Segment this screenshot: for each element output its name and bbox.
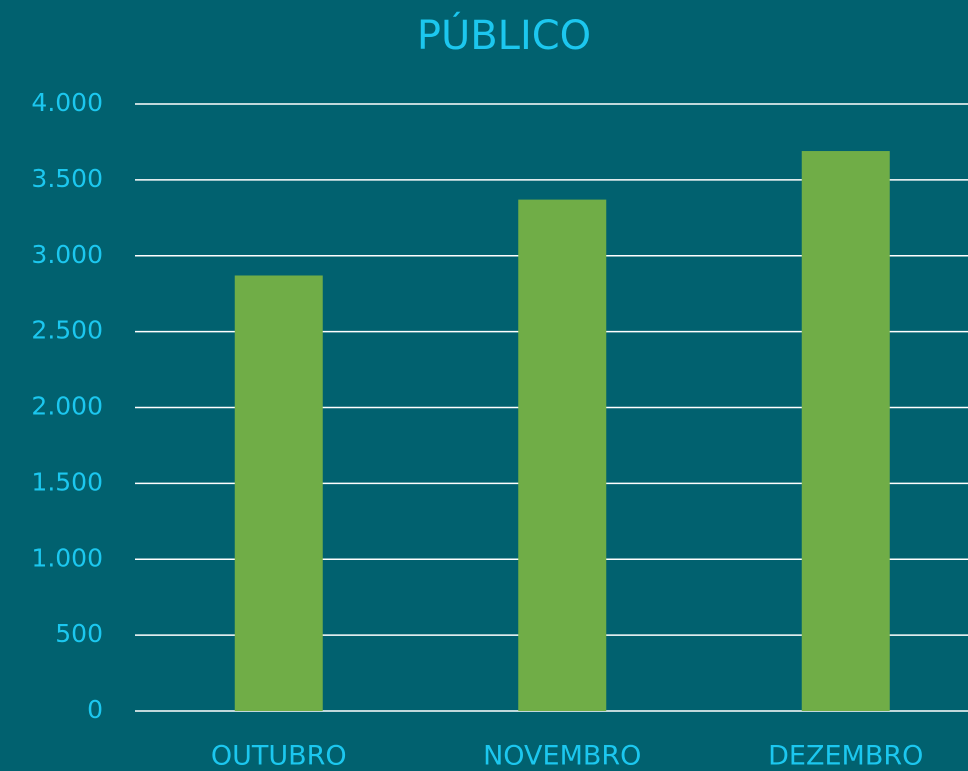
y-tick-label: 3.500: [31, 164, 103, 193]
bar: [234, 275, 323, 711]
bar: [518, 199, 607, 712]
y-tick-label: 2.500: [31, 316, 103, 345]
y-tick-label: 0: [87, 695, 103, 724]
y-tick-label: 2.000: [31, 392, 103, 421]
bar: [801, 151, 890, 712]
x-tick-label: OUTUBRO: [211, 741, 347, 771]
y-tick-label: 3.000: [31, 240, 103, 269]
x-tick-label: DEZEMBRO: [768, 741, 923, 771]
chart-title: PÚBLICO: [417, 11, 591, 59]
y-tick-label: 4.000: [31, 88, 103, 117]
x-tick-label: NOVEMBRO: [483, 741, 641, 771]
y-tick-label: 500: [55, 619, 103, 648]
y-tick-label: 1.000: [31, 543, 103, 572]
y-tick-label: 1.500: [31, 467, 103, 496]
